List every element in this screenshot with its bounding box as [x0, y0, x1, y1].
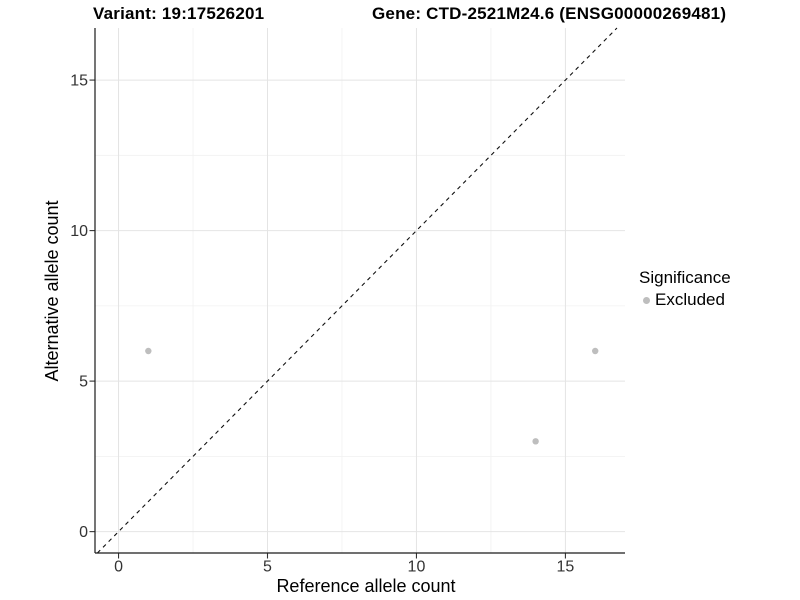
legend-point-icon	[643, 296, 650, 304]
y-tick-label: 15	[70, 73, 88, 90]
axis-tick-marks	[89, 79, 566, 559]
legend: Significance Excluded	[639, 268, 731, 310]
x-tick-labels: 0 5 10 15	[114, 559, 574, 576]
y-tick-label: 5	[79, 374, 88, 391]
x-tick-label: 10	[408, 559, 426, 576]
x-tick-label: 15	[557, 559, 575, 576]
variant-title: Variant: 19:17526201	[93, 4, 265, 23]
y-tick-label: 0	[79, 524, 88, 541]
y-tick-label: 10	[70, 223, 88, 240]
legend-title: Significance	[639, 268, 731, 287]
x-axis-title: Reference allele count	[276, 576, 455, 596]
legend-item-excluded: Excluded	[639, 290, 731, 310]
gridlines-major	[95, 28, 625, 553]
gene-title: Gene: CTD-2521M24.6 (ENSG00000269481)	[372, 4, 727, 23]
legend-item-label: Excluded	[655, 290, 725, 309]
data-points	[145, 347, 599, 445]
identity-reference-line	[96, 27, 618, 554]
gridlines-minor	[95, 28, 625, 553]
x-tick-label: 5	[263, 559, 272, 576]
y-axis-title: Alternative allele count	[42, 200, 62, 381]
identity-dashed-line	[96, 27, 618, 554]
data-point	[592, 347, 599, 355]
data-point	[145, 347, 152, 355]
data-point	[532, 438, 539, 445]
axis-lines	[94, 28, 625, 554]
y-tick-labels: 0 5 10 15	[70, 73, 88, 542]
x-tick-label: 0	[114, 559, 123, 576]
